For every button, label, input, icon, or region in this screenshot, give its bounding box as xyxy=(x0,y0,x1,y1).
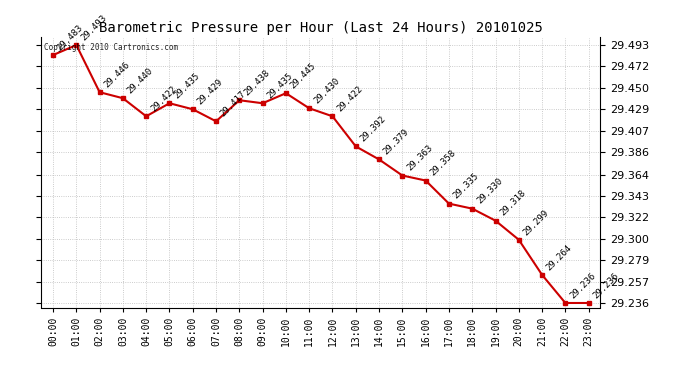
Text: 29.440: 29.440 xyxy=(126,66,155,96)
Text: 29.493: 29.493 xyxy=(79,13,108,42)
Title: Barometric Pressure per Hour (Last 24 Hours) 20101025: Barometric Pressure per Hour (Last 24 Ho… xyxy=(99,21,543,35)
Text: 29.429: 29.429 xyxy=(195,77,225,106)
Text: Copyright 2010 Cartronics.com: Copyright 2010 Cartronics.com xyxy=(44,43,178,52)
Text: 29.435: 29.435 xyxy=(172,71,201,100)
Text: 29.236: 29.236 xyxy=(591,271,620,300)
Text: 29.264: 29.264 xyxy=(545,243,574,272)
Text: 29.422: 29.422 xyxy=(335,84,364,114)
Text: 29.438: 29.438 xyxy=(242,68,271,98)
Text: 29.445: 29.445 xyxy=(288,61,318,90)
Text: 29.392: 29.392 xyxy=(359,114,388,144)
Text: 29.299: 29.299 xyxy=(522,208,551,237)
Text: 29.335: 29.335 xyxy=(452,172,481,201)
Text: 29.435: 29.435 xyxy=(266,71,295,100)
Text: 29.236: 29.236 xyxy=(568,271,598,300)
Text: 29.430: 29.430 xyxy=(312,76,341,105)
Text: 29.379: 29.379 xyxy=(382,128,411,157)
Text: 29.483: 29.483 xyxy=(56,23,85,52)
Text: 29.363: 29.363 xyxy=(405,144,434,173)
Text: 29.330: 29.330 xyxy=(475,177,504,206)
Text: 29.318: 29.318 xyxy=(498,189,527,218)
Text: 29.446: 29.446 xyxy=(102,60,132,89)
Text: 29.422: 29.422 xyxy=(149,84,178,114)
Text: 29.358: 29.358 xyxy=(428,148,457,178)
Text: 29.417: 29.417 xyxy=(219,89,248,118)
